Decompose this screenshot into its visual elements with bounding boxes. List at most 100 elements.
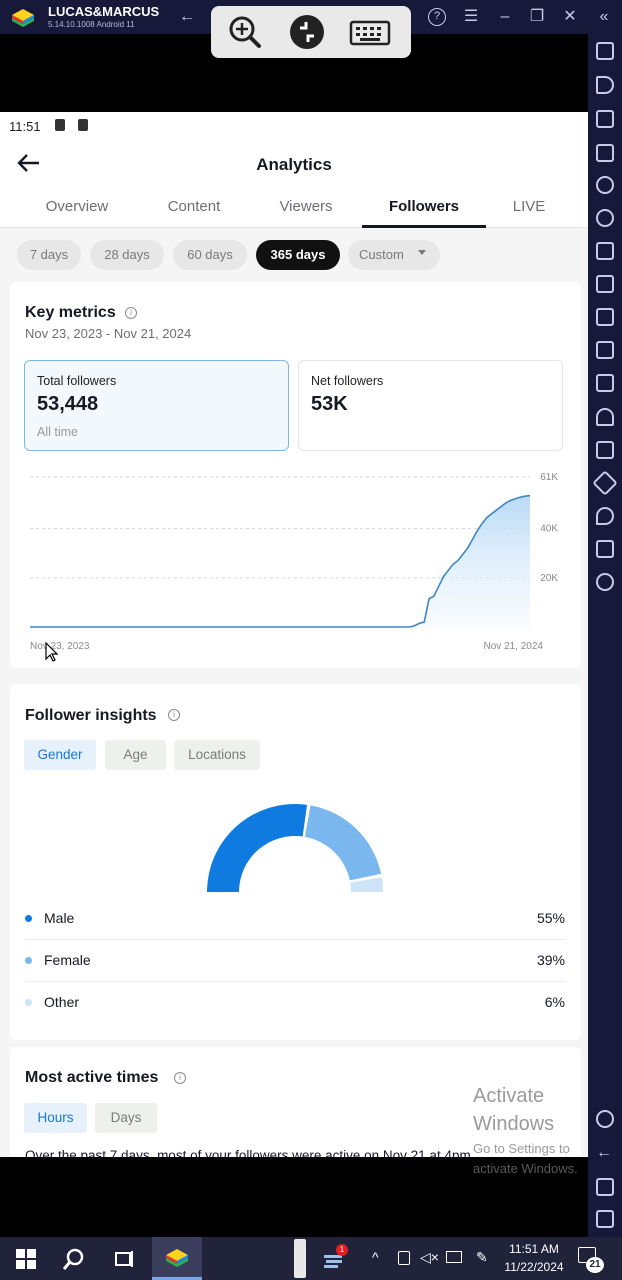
settings-gear-icon[interactable] bbox=[596, 1110, 614, 1128]
multi-instance-icon[interactable] bbox=[596, 441, 614, 459]
info-icon[interactable]: i bbox=[125, 307, 137, 319]
gender-half-donut-chart bbox=[207, 804, 383, 892]
speed-icon[interactable] bbox=[596, 573, 614, 591]
chevron-down-icon bbox=[418, 250, 426, 255]
help-icon[interactable]: ? bbox=[428, 8, 446, 26]
active-tab-hours[interactable]: Hours bbox=[24, 1103, 87, 1133]
analytics-tabs: Overview Content Viewers Followers LIVE bbox=[0, 198, 588, 228]
total-followers-metric[interactable]: Total followers 53,448 All time bbox=[24, 360, 289, 451]
page-title: Analytics bbox=[256, 155, 332, 174]
menu-icon[interactable]: ☰ bbox=[463, 8, 479, 25]
chevron-up-icon[interactable]: ^ bbox=[372, 1249, 379, 1265]
meet-now-icon[interactable] bbox=[398, 1251, 410, 1265]
windows-taskbar: 1 ^ ◁× ✎ 11:51 AM 11/22/2024 21 bbox=[0, 1237, 622, 1280]
volume-icon[interactable] bbox=[596, 76, 614, 94]
chip-60-days[interactable]: 60 days bbox=[173, 240, 247, 270]
chip-365-days[interactable]: 365 days bbox=[256, 240, 340, 270]
insights-tab-gender[interactable]: Gender bbox=[24, 740, 96, 770]
legend-value: 6% bbox=[544, 994, 565, 1010]
net-followers-label: Net followers bbox=[311, 374, 384, 388]
taskbar-date[interactable]: 11/22/2024 bbox=[504, 1260, 564, 1274]
tab-live[interactable]: LIVE bbox=[512, 198, 546, 215]
keyboard-icon[interactable] bbox=[349, 14, 391, 50]
taskbar-time[interactable]: 11:51 AM bbox=[509, 1242, 559, 1256]
legend-row-female: Female 39% bbox=[25, 940, 565, 982]
network-icon[interactable] bbox=[446, 1251, 462, 1263]
status-time: 11:51 bbox=[9, 119, 41, 134]
legend-label: Female bbox=[44, 952, 91, 968]
install-apk-icon[interactable] bbox=[596, 242, 614, 260]
airplane-icon[interactable] bbox=[596, 408, 614, 426]
key-metrics-card: Key metrics i Nov 23, 2023 - Nov 21, 202… bbox=[10, 282, 581, 668]
taskbar-bluestacks-app[interactable] bbox=[152, 1237, 202, 1280]
chip-custom[interactable]: Custom bbox=[348, 240, 440, 270]
tab-viewers[interactable]: Viewers bbox=[279, 198, 333, 215]
fullscreen-icon[interactable] bbox=[596, 42, 614, 60]
legend-row-male: Male 55% bbox=[25, 898, 565, 940]
android-recents-icon[interactable] bbox=[596, 1210, 614, 1228]
emulator-app-name: LUCAS&MARCUS bbox=[48, 4, 160, 19]
restore-icon[interactable]: ❐ bbox=[529, 8, 545, 25]
chip-28-days[interactable]: 28 days bbox=[90, 240, 164, 270]
media-folder-icon[interactable] bbox=[596, 374, 614, 392]
insights-tab-locations[interactable]: Locations bbox=[174, 740, 260, 770]
net-followers-metric[interactable]: Net followers 53K bbox=[298, 360, 563, 451]
minimize-icon[interactable]: – bbox=[500, 8, 510, 25]
android-back-icon[interactable]: ← bbox=[596, 1144, 612, 1161]
info-icon[interactable]: i bbox=[174, 1072, 186, 1084]
volume-muted-icon[interactable]: ◁× bbox=[420, 1249, 439, 1265]
info-icon[interactable]: i bbox=[168, 709, 180, 721]
record-icon[interactable] bbox=[596, 341, 614, 359]
total-followers-sub: All time bbox=[37, 425, 78, 439]
donut-segment-male bbox=[207, 804, 308, 892]
back-arrow-icon[interactable]: ← bbox=[179, 8, 195, 25]
pen-icon[interactable]: ✎ bbox=[476, 1249, 488, 1265]
net-followers-value: 53K bbox=[311, 393, 348, 415]
mouse-cursor-icon bbox=[45, 642, 59, 662]
tab-followers[interactable]: Followers bbox=[388, 198, 459, 215]
task-view-icon[interactable] bbox=[112, 1247, 136, 1271]
screenshot-icon[interactable] bbox=[596, 308, 614, 326]
legend-value: 39% bbox=[536, 952, 565, 968]
tab-overview[interactable]: Overview bbox=[45, 198, 109, 215]
legend-value: 55% bbox=[536, 910, 565, 926]
apk-icon[interactable] bbox=[596, 275, 614, 293]
follower-insights-title: Follower insights bbox=[25, 707, 157, 724]
activate-windows-line2: Windows bbox=[473, 1113, 555, 1135]
sync-icon[interactable] bbox=[596, 209, 614, 227]
activate-windows-line3: Go to Settings to bbox=[473, 1141, 570, 1156]
image-notification-icon bbox=[78, 119, 88, 131]
y-tick-label: 40K bbox=[540, 524, 558, 535]
back-arrow-icon[interactable] bbox=[16, 152, 42, 174]
donut-segment-other bbox=[350, 877, 383, 892]
zoom-in-icon[interactable] bbox=[227, 14, 263, 50]
total-followers-value: 53,448 bbox=[37, 393, 99, 415]
pointer-icon[interactable] bbox=[596, 110, 614, 128]
letterbox-bottom bbox=[0, 1157, 588, 1237]
remote-toolbar bbox=[211, 6, 411, 58]
windows-start-icon[interactable] bbox=[14, 1247, 38, 1271]
disconnect-icon[interactable] bbox=[289, 14, 325, 50]
close-icon[interactable]: ✕ bbox=[563, 8, 577, 25]
x-tick-label: Nov 21, 2024 bbox=[484, 641, 544, 652]
legend-label: Male bbox=[44, 910, 75, 926]
location-icon[interactable] bbox=[596, 507, 614, 525]
layers-icon[interactable] bbox=[596, 540, 614, 558]
activate-windows-line1: Activate bbox=[473, 1085, 545, 1107]
keyboard-controls-icon[interactable] bbox=[596, 144, 614, 162]
insights-tab-age[interactable]: Age bbox=[105, 740, 166, 770]
chip-7-days[interactable]: 7 days bbox=[17, 240, 81, 270]
active-tab-days[interactable]: Days bbox=[95, 1103, 157, 1133]
android-home-icon[interactable] bbox=[596, 1178, 614, 1196]
male-dot bbox=[25, 915, 32, 922]
donut-segment-female bbox=[304, 805, 382, 881]
search-icon[interactable] bbox=[62, 1247, 86, 1271]
tab-content[interactable]: Content bbox=[167, 198, 221, 215]
macro-icon[interactable] bbox=[596, 176, 614, 194]
emulator-sidebar: ← bbox=[588, 34, 622, 1237]
taskbar-scroll-control[interactable] bbox=[294, 1239, 306, 1278]
collapse-sidebar-icon[interactable]: « bbox=[599, 8, 609, 25]
weather-icon[interactable] bbox=[322, 1247, 346, 1271]
bluestacks-logo-icon bbox=[12, 9, 34, 27]
eco-mode-icon[interactable] bbox=[592, 470, 618, 496]
